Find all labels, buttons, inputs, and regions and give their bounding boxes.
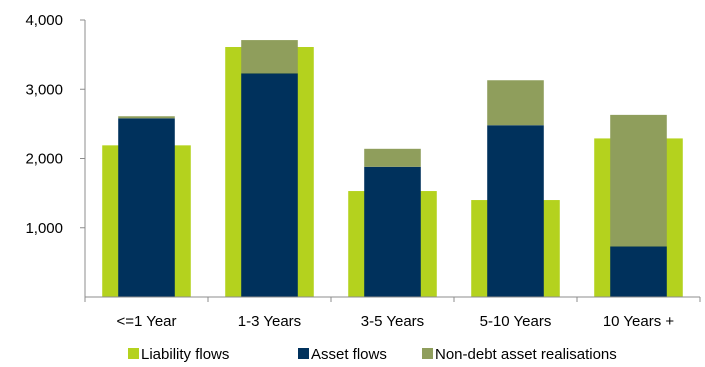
y-tick-label: 2,000: [25, 151, 63, 168]
bars-layer: [102, 40, 683, 298]
x-ticks: <=1 Year 1-3 Years 3-5 Years 5-10 Years 10 Y…: [84, 297, 701, 330]
y-tick-label: 1,000: [25, 220, 63, 237]
legend-swatch: [422, 348, 433, 359]
legend-label: Liability flows: [141, 346, 229, 363]
legend-swatch: [128, 348, 139, 359]
bar-non-debt-asset-realisations: [118, 116, 175, 119]
x-category-label: 3-5 Years: [361, 313, 424, 330]
x-category-label: 10 Years +: [603, 313, 675, 330]
bar-asset-flows: [364, 166, 421, 297]
bar-asset-flows: [241, 73, 298, 297]
y-tick-label: 4,000: [25, 12, 63, 29]
legend-label: Asset flows: [311, 346, 387, 363]
legend: Liability flows Asset flows Non-debt asset…: [128, 346, 617, 363]
y-tick-label: 3,000: [25, 81, 63, 98]
y-ticks: 4,000 3,000 2,000 1,000: [25, 12, 85, 237]
x-category-label: 1-3 Years: [238, 313, 301, 330]
bar-asset-flows: [487, 125, 544, 297]
bar-non-debt-asset-realisations: [487, 80, 544, 126]
bar-non-debt-asset-realisations: [364, 148, 421, 167]
bar-asset-flows: [610, 246, 667, 297]
x-category-label: <=1 Year: [116, 313, 176, 330]
bar-non-debt-asset-realisations: [610, 114, 667, 247]
legend-swatch: [298, 348, 309, 359]
bar-non-debt-asset-realisations: [241, 40, 298, 74]
bar-asset-flows: [118, 118, 175, 298]
legend-label: Non-debt asset realisations: [435, 346, 617, 363]
x-category-label: 5-10 Years: [480, 313, 552, 330]
